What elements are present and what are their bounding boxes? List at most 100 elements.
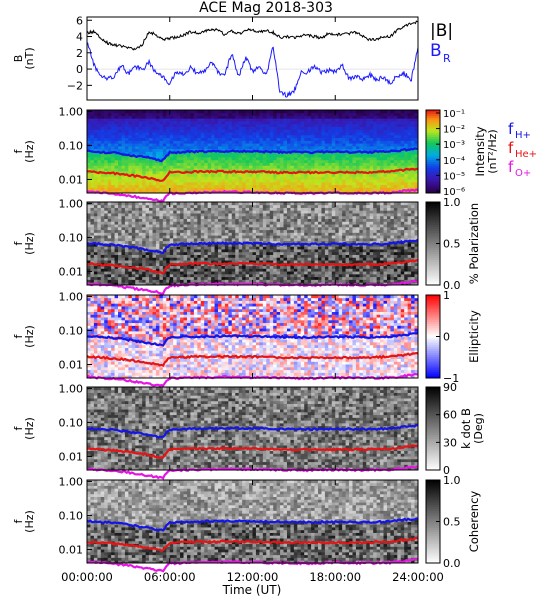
heatmap-cell xyxy=(228,151,233,155)
heatmap-cell xyxy=(311,265,315,269)
heatmap-cell xyxy=(180,276,184,280)
heatmap-cell xyxy=(152,190,157,194)
heatmap-cell xyxy=(359,162,364,166)
heatmap-cell xyxy=(297,265,302,269)
heatmap-cell xyxy=(114,215,119,219)
colorbar-cell xyxy=(426,116,440,119)
heatmap-cell xyxy=(107,240,112,244)
heatmap-cell xyxy=(121,249,126,253)
heatmap-cell xyxy=(97,240,102,244)
heatmap-cell xyxy=(207,173,212,177)
heatmap-cell xyxy=(93,184,98,188)
heatmap-cell xyxy=(380,143,384,147)
heatmap-cell xyxy=(221,118,226,122)
heatmap-cell xyxy=(338,165,343,169)
heatmap-cell xyxy=(207,126,212,130)
colorbar-cell xyxy=(426,188,440,192)
heatmap-cell xyxy=(376,134,381,139)
heatmap-cell xyxy=(311,271,315,275)
heatmap-cell xyxy=(180,224,184,228)
heatmap-cell xyxy=(352,132,357,136)
heatmap-cell xyxy=(114,246,119,250)
heatmap-cell xyxy=(300,168,305,172)
heatmap-cell xyxy=(145,129,150,133)
heatmap-cell xyxy=(90,232,95,236)
heatmap-cell xyxy=(149,129,153,133)
heatmap-cell xyxy=(328,168,333,172)
heatmap-cell xyxy=(304,268,309,272)
heatmap-cell xyxy=(304,218,309,222)
heatmap-cell xyxy=(266,112,271,116)
heatmap-cell xyxy=(290,190,295,194)
heatmap-cell xyxy=(238,202,243,206)
heatmap-cell xyxy=(200,273,205,278)
heatmap-cell xyxy=(269,204,274,208)
heatmap-cell xyxy=(386,115,391,119)
heatmap-cell xyxy=(173,240,178,244)
heatmap-cell xyxy=(193,140,198,144)
heatmap-cell xyxy=(104,154,109,158)
heatmap-cell xyxy=(259,184,264,188)
heatmap-cell xyxy=(245,279,250,283)
heatmap-cell xyxy=(393,162,398,166)
heatmap-cell xyxy=(366,112,371,116)
heatmap-cell xyxy=(90,276,95,280)
heatmap-cell xyxy=(169,213,174,217)
heatmap-cell xyxy=(104,218,109,222)
heatmap-cell xyxy=(407,137,412,141)
heatmap-cell xyxy=(290,132,295,136)
heatmap-cell xyxy=(204,168,209,172)
heatmap-cell xyxy=(231,254,236,258)
heatmap-cell xyxy=(197,173,202,177)
heatmap-cell xyxy=(169,181,174,186)
heatmap-cell xyxy=(186,213,191,217)
heatmap-cell xyxy=(286,187,291,191)
heatmap-cell xyxy=(135,218,140,222)
heatmap-cell xyxy=(207,271,212,275)
heatmap-cell xyxy=(235,273,240,278)
heatmap-cell xyxy=(314,168,319,172)
heatmap-cell xyxy=(228,235,233,239)
heatmap-cell xyxy=(131,121,136,125)
heatmap-cell xyxy=(393,157,398,161)
heatmap-cell xyxy=(297,137,302,141)
heatmap-cell xyxy=(173,204,178,208)
heatmap-cell xyxy=(355,140,360,144)
heatmap-cell xyxy=(159,170,164,175)
heatmap-cell xyxy=(142,279,147,283)
heatmap-cell xyxy=(297,237,302,242)
heatmap-cell xyxy=(114,232,119,236)
heatmap-cell xyxy=(135,190,140,194)
heatmap-cell xyxy=(300,213,305,217)
heatmap-cell xyxy=(186,249,191,253)
heatmap-cell xyxy=(404,170,409,175)
heatmap-cell xyxy=(373,179,378,183)
heatmap-cell xyxy=(221,168,226,172)
heatmap-cell xyxy=(204,157,209,161)
heatmap-cell xyxy=(162,237,167,242)
heatmap-cell xyxy=(252,121,257,125)
heatmap-cell xyxy=(193,145,198,150)
heatmap-cell xyxy=(300,140,305,144)
heatmap-cell xyxy=(190,181,195,186)
heatmap-cell xyxy=(193,181,198,186)
heatmap-cell xyxy=(393,187,398,191)
heatmap-cell xyxy=(124,213,129,217)
heatmap-cell xyxy=(204,249,209,253)
heatmap-cell xyxy=(224,210,229,214)
heatmap-cell xyxy=(135,118,140,122)
heatmap-cell xyxy=(162,207,167,211)
heatmap-cell xyxy=(266,132,271,136)
heatmap-cell xyxy=(259,129,264,133)
heatmap-cell xyxy=(142,229,147,233)
heatmap-cell xyxy=(235,240,240,244)
heatmap-cell xyxy=(414,148,419,152)
heatmap-cell xyxy=(221,132,226,136)
heatmap-cell xyxy=(124,157,129,161)
heatmap-cell xyxy=(231,126,236,130)
heatmap-cell xyxy=(121,129,126,133)
heatmap-cell xyxy=(293,190,298,194)
heatmap-cell xyxy=(242,204,247,208)
heatmap-cell xyxy=(124,126,129,130)
heatmap-cell xyxy=(297,246,302,250)
